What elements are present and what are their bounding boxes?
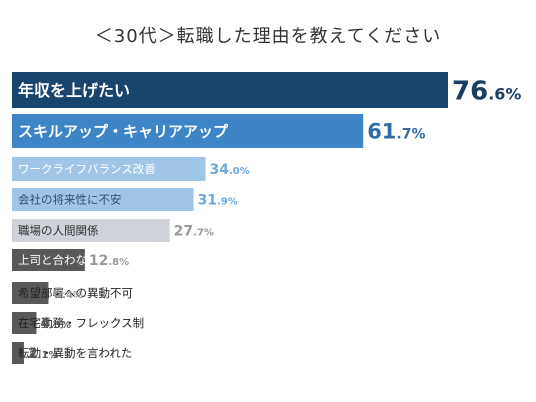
value-label-2: 61.7% (367, 120, 425, 144)
value-label-5: 27.7% (174, 224, 214, 240)
bar-label-4: 会社の将来性に不安 (18, 193, 122, 207)
value-label-7: 6.4% (52, 286, 83, 302)
bar-2 (12, 114, 364, 148)
bar-7 (12, 282, 49, 304)
bar-5 (12, 219, 170, 242)
bar-6 (12, 249, 85, 271)
bar-label-8: 在宅勤務・フレックス制 (18, 316, 144, 330)
bar-label-1: 年収を上げたい (18, 81, 130, 100)
bar-label-9: 転勤・異動を言われた (18, 346, 132, 360)
bar-label-6: 上司と合わない (18, 253, 99, 267)
value-label-3: 34.0% (210, 162, 250, 178)
bar-label-2: スキルアップ・キャリアアップ (18, 122, 229, 140)
bar-9 (12, 342, 24, 364)
bar-label-7: 希望部署への異動不可 (18, 286, 133, 300)
value-label-4: 31.9% (198, 193, 238, 209)
bar-label-3: ワークライフバランス改善 (18, 162, 156, 176)
bar-3 (12, 157, 206, 181)
chart-title: ＜30代＞転職した理由を教えてください (94, 26, 442, 47)
value-label-6: 12.8% (89, 253, 129, 269)
bar-1 (12, 72, 448, 108)
bar-4 (12, 188, 194, 211)
value-label-8: 4.3% (40, 316, 71, 332)
value-label-9: 2.1% (28, 346, 59, 362)
value-label-1: 76.6% (452, 76, 521, 106)
bar-8 (12, 312, 37, 334)
bar-label-5: 職場の人間関係 (18, 224, 99, 238)
